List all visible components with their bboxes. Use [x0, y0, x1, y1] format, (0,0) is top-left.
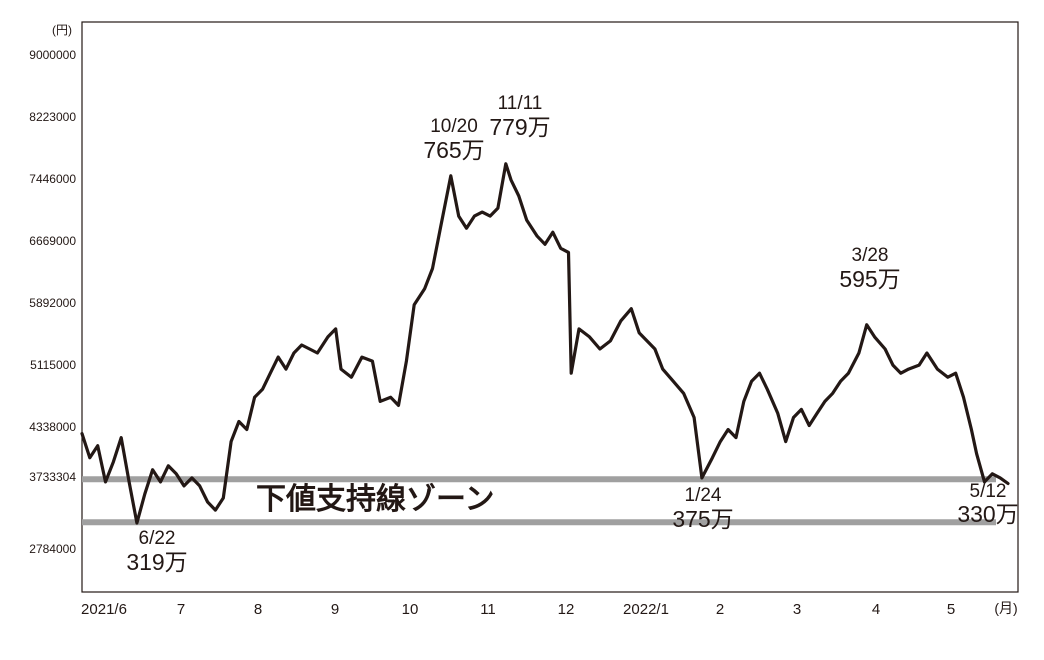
x-tick-label: 8: [254, 601, 262, 618]
annotation-value: 765万: [423, 137, 484, 163]
support-zone-label: 下値支持線ゾーン: [256, 482, 495, 517]
x-tick-label: 11: [480, 601, 496, 618]
y-axis-unit: (円): [52, 23, 72, 37]
annotations: 6/22 319万 10/20 765万 11/11 779万 1/24 375…: [126, 93, 1018, 575]
x-axis-labels: 2021/6 7 8 9 10 11 12 2022/1 2 3 4 5: [81, 601, 955, 618]
annotation-date: 10/20: [430, 116, 478, 137]
x-axis-unit: (月): [994, 600, 1017, 616]
y-tick-label: 8223000: [29, 110, 76, 124]
annotation-value: 375万: [672, 506, 733, 532]
y-tick-label: 3733304: [29, 470, 76, 484]
support-zone: 下値支持線ゾーン: [82, 476, 996, 526]
x-tick-label: 7: [177, 601, 185, 618]
y-tick-label: 4338000: [29, 420, 76, 434]
x-tick-label: 2021/6: [81, 601, 127, 618]
y-axis-labels: 9000000 8223000 7446000 6669000 5892000 …: [29, 48, 76, 556]
annotation-value: 319万: [126, 549, 187, 575]
x-tick-label: 2022/1: [623, 601, 669, 618]
y-tick-label: 9000000: [29, 48, 76, 62]
annotation-date: 6/22: [139, 528, 176, 549]
annotation-date: 3/28: [852, 245, 889, 266]
x-tick-label: 12: [558, 601, 575, 618]
y-tick-label: 5892000: [29, 296, 76, 310]
annotation-date: 1/24: [685, 485, 722, 506]
plot-frame: [81, 21, 1019, 593]
x-tick-label: 2: [716, 601, 724, 618]
x-tick-label: 3: [793, 601, 801, 618]
annotation-value: 330万: [957, 501, 1018, 527]
series-line: [80, 162, 1010, 525]
annotation-date: 11/11: [498, 93, 543, 114]
y-tick-label: 7446000: [29, 172, 76, 186]
annotation-value: 595万: [839, 266, 900, 292]
annotation-date: 5/12: [970, 481, 1007, 502]
x-tick-label: 4: [872, 601, 880, 618]
x-tick-label: 5: [947, 601, 955, 618]
x-tick-label: 9: [331, 601, 339, 618]
annotation-value: 779万: [489, 114, 550, 140]
y-tick-label: 5115000: [30, 358, 76, 372]
y-tick-label: 2784000: [29, 542, 76, 556]
y-tick-label: 6669000: [29, 234, 76, 248]
x-tick-label: 10: [402, 601, 419, 618]
